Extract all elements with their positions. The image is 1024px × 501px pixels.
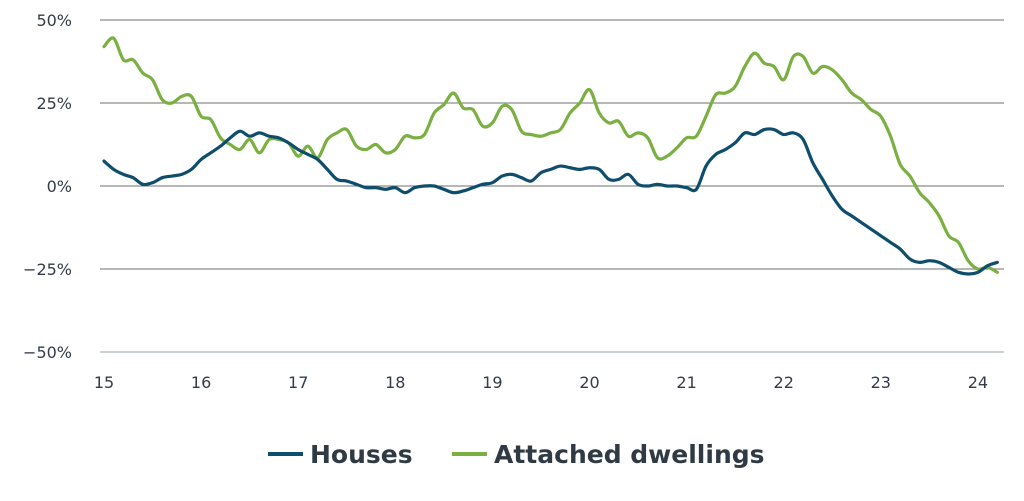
legend: Houses Attached dwellings bbox=[268, 440, 765, 469]
y-tick-label: 25% bbox=[36, 94, 72, 113]
series-line-houses bbox=[102, 127, 999, 276]
x-tick-label: 24 bbox=[968, 373, 988, 392]
y-tick-label: 50% bbox=[36, 11, 72, 30]
x-tick-label: 15 bbox=[94, 373, 114, 392]
x-tick-label: 19 bbox=[482, 373, 502, 392]
x-tick-label: 18 bbox=[385, 373, 405, 392]
x-axis-tick-labels: 15 16 17 18 19 20 21 22 23 24 bbox=[94, 373, 988, 392]
series-lines bbox=[102, 36, 999, 276]
y-tick-label: −25% bbox=[23, 260, 72, 279]
x-tick-label: 16 bbox=[191, 373, 211, 392]
legend-label-attached-dwellings: Attached dwellings bbox=[494, 440, 765, 469]
x-tick-label: 21 bbox=[676, 373, 696, 392]
legend-label-houses: Houses bbox=[310, 440, 413, 469]
series-line-attached-dwellings bbox=[102, 36, 999, 274]
y-tick-label: 0% bbox=[47, 177, 72, 196]
x-tick-label: 22 bbox=[774, 373, 794, 392]
x-tick-label: 17 bbox=[288, 373, 308, 392]
y-tick-label: −50% bbox=[23, 343, 72, 362]
x-tick-label: 23 bbox=[871, 373, 891, 392]
y-axis-tick-labels: 50% 25% 0% −25% −50% bbox=[23, 11, 72, 362]
x-tick-label: 20 bbox=[579, 373, 599, 392]
gridlines bbox=[100, 19, 1004, 353]
